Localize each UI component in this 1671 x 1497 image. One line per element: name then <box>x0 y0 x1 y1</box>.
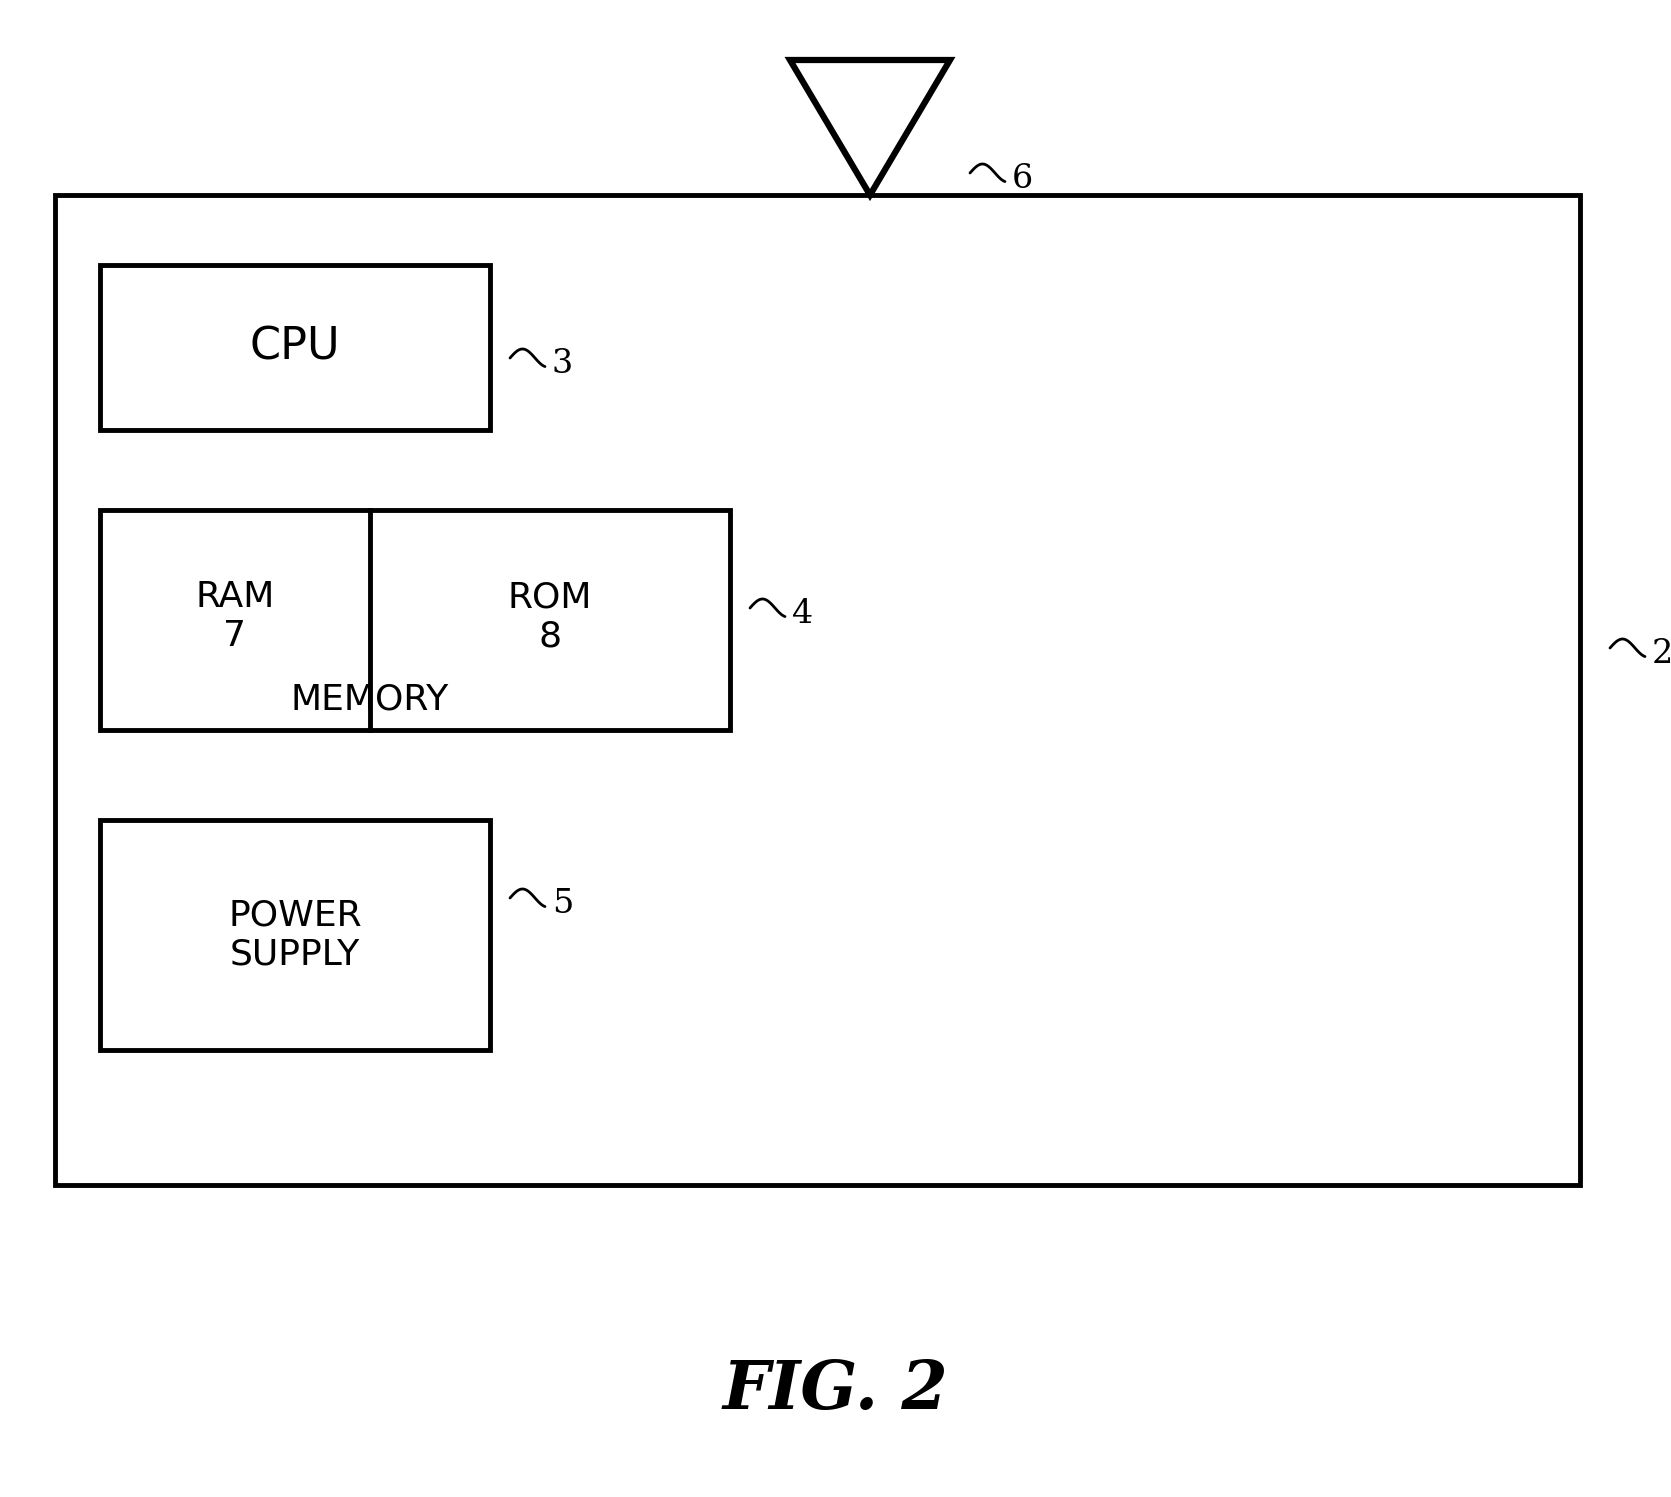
Text: 5: 5 <box>551 888 573 921</box>
Text: 2: 2 <box>1653 638 1671 671</box>
Polygon shape <box>790 60 951 195</box>
Bar <box>100 265 490 430</box>
Bar <box>100 510 730 731</box>
Text: ROM
8: ROM 8 <box>508 579 592 653</box>
Text: FIG. 2: FIG. 2 <box>722 1358 947 1422</box>
Text: POWER
SUPPLY: POWER SUPPLY <box>229 898 363 972</box>
Text: CPU: CPU <box>249 326 341 368</box>
Bar <box>100 820 490 1049</box>
Text: 3: 3 <box>551 347 573 380</box>
Bar <box>55 195 1581 1186</box>
Text: MEMORY: MEMORY <box>291 683 449 717</box>
Text: 4: 4 <box>792 597 814 630</box>
Text: 6: 6 <box>1013 163 1033 195</box>
Text: RAM
7: RAM 7 <box>196 579 274 653</box>
